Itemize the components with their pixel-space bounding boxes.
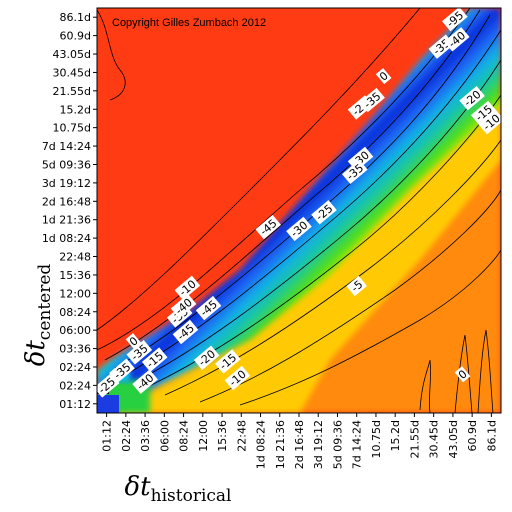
x-tick-label: 02:24: [120, 420, 133, 452]
svg-text:δtcentered: δtcentered: [21, 264, 55, 367]
x-tick-label: 30.45d: [428, 420, 441, 458]
contour-line: [134, 59, 501, 383]
svg-text:δthistorical: δthistorical: [125, 472, 232, 506]
y-axis-ticks: 86.1d 60.9d 43.05d 30.45d 21.55d 15.2d 10.75d 7…: [42, 11, 97, 411]
x-tick-label: 86.1d: [485, 420, 498, 451]
x-tick-label: 15:36: [216, 420, 229, 452]
x-tick-label: 06:00: [158, 420, 171, 452]
y-tick-label: 1d 08:24: [42, 232, 91, 245]
contour-line: [97, 8, 471, 351]
heatmap-corner-blue: [97, 395, 119, 413]
y-tick-label: 3d 19:12: [42, 177, 91, 190]
x-tick-label: 10.75d: [370, 420, 383, 458]
contour-line: [454, 334, 473, 413]
contour-line: [97, 8, 421, 331]
y-tick-label: 01:12: [59, 398, 91, 411]
y-tick-label: 10.75d: [53, 122, 91, 135]
x-tick-label: 7d 14:24: [351, 420, 364, 469]
y-tick-label: 03:36: [59, 343, 91, 356]
x-tick-label: 3d 19:12: [312, 420, 325, 469]
y-tick-label: 12:00: [59, 287, 91, 300]
y-tick-label: 02:24: [59, 361, 91, 374]
x-tick-label: 60.9d: [466, 420, 479, 451]
x-axis-title-main: δt: [125, 472, 152, 502]
y-axis-title-sub: centered: [35, 264, 55, 341]
y-tick-label: 43.05d: [53, 48, 91, 61]
contour-line: [97, 9, 126, 101]
y-axis-title: δtcentered: [21, 264, 55, 367]
x-axis-title: δthistorical: [125, 472, 232, 506]
x-tick-label: 2d 16:48: [293, 420, 306, 469]
y-tick-label: 1d 21:36: [42, 214, 91, 227]
y-tick-label: 7d 14:24: [42, 140, 91, 153]
y-tick-label: 02:24: [59, 379, 91, 392]
x-tick-label: 21.55d: [408, 420, 421, 458]
x-tick-label: 43.05d: [447, 420, 460, 458]
y-tick-label: 08:24: [59, 306, 91, 319]
contour-line: [199, 189, 501, 403]
copyright-annotation: Copyright Gilles Zumbach 2012: [112, 17, 266, 29]
y-tick-label: 60.9d: [60, 30, 91, 43]
y-tick-label: 21.55d: [53, 85, 91, 98]
y-tick-label: 5d 09:36: [42, 158, 91, 171]
y-tick-label: 22:48: [59, 251, 91, 264]
contour-line: [477, 329, 494, 413]
contour-line: [104, 9, 481, 361]
y-axis-title-main: δt: [21, 340, 51, 367]
x-tick-label: 15.2d: [389, 420, 402, 451]
y-tick-label: 15.2d: [60, 103, 91, 116]
x-tick-label: 08:24: [178, 420, 191, 452]
x-tick-label: 5d 09:36: [331, 420, 344, 469]
y-tick-label: 86.1d: [60, 11, 91, 24]
x-tick-label: 03:36: [139, 420, 152, 452]
plot-area: -95-35-400-25-35 -20-15-10-30-35-25-45 -30…: [93, 6, 505, 414]
y-tick-label: 15:36: [59, 269, 91, 282]
contour-line: [239, 249, 501, 406]
x-axis-title-sub: historical: [151, 486, 232, 506]
x-tick-label: 22:48: [235, 420, 248, 452]
y-tick-label: 2d 16:48: [42, 195, 91, 208]
contour-line: [419, 359, 431, 413]
x-axis-ticks: 01:12 02:24 03:36 06:00 08:24 12:00 15:36 22:48…: [101, 413, 498, 469]
y-tick-label: 30.45d: [53, 66, 91, 79]
x-tick-label: 1d 21:36: [274, 420, 287, 469]
contour-label: -5: [346, 275, 368, 297]
heatmap-lower-warm-region: [97, 100, 501, 413]
y-tick-label: 06:00: [59, 324, 91, 337]
x-tick-label: 1d 08:24: [255, 420, 268, 469]
x-tick-label: 12:00: [197, 420, 210, 452]
x-tick-label: 01:12: [101, 420, 114, 452]
